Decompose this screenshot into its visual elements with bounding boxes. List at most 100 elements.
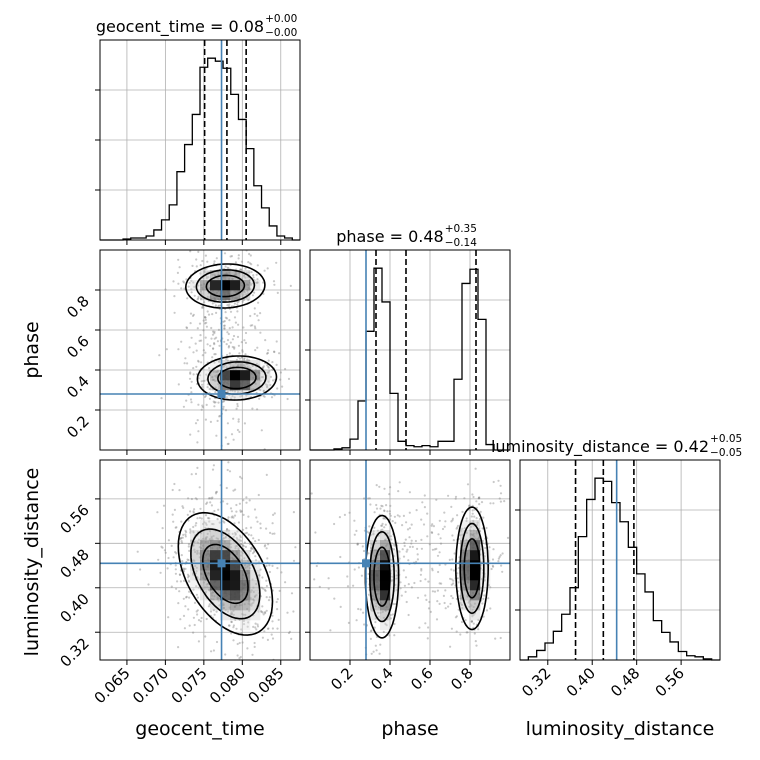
sample-point bbox=[212, 330, 215, 333]
sample-point bbox=[215, 610, 218, 613]
sample-point bbox=[262, 394, 265, 397]
sample-point bbox=[420, 547, 423, 550]
sample-point bbox=[256, 278, 259, 281]
sample-point bbox=[380, 524, 384, 527]
sample-point bbox=[192, 511, 195, 514]
sample-point bbox=[479, 672, 481, 674]
sample-point bbox=[450, 568, 453, 571]
sample-point bbox=[367, 531, 370, 534]
sample-point bbox=[430, 531, 433, 534]
sample-point bbox=[252, 274, 255, 277]
sample-point bbox=[487, 597, 490, 600]
density-cell bbox=[220, 590, 231, 601]
sample-point bbox=[206, 343, 209, 346]
density-cell bbox=[390, 590, 401, 601]
sample-point bbox=[411, 545, 414, 549]
sample-point bbox=[491, 558, 495, 561]
histogram-luminosity_distance bbox=[520, 477, 720, 661]
sample-point bbox=[214, 391, 217, 394]
sample-point bbox=[227, 346, 230, 349]
sample-point bbox=[215, 311, 218, 314]
sample-point bbox=[398, 550, 401, 553]
sample-point bbox=[204, 522, 208, 525]
sample-point bbox=[481, 527, 484, 530]
contour-0-1 bbox=[368, 530, 396, 623]
sample-point bbox=[359, 608, 362, 611]
density-cell bbox=[380, 560, 391, 571]
sample-point bbox=[302, 629, 304, 631]
density-cell bbox=[480, 550, 491, 561]
sample-point bbox=[503, 500, 506, 503]
sample-point bbox=[192, 313, 195, 316]
sample-point bbox=[189, 510, 192, 513]
sample-point bbox=[203, 379, 206, 382]
truth-marker bbox=[217, 559, 226, 568]
sample-point bbox=[238, 502, 241, 505]
sample-point bbox=[469, 521, 472, 524]
sample-point bbox=[347, 621, 350, 625]
sample-point bbox=[236, 642, 239, 646]
sample-point bbox=[226, 502, 229, 505]
sample-point bbox=[360, 574, 363, 577]
density-cell bbox=[230, 280, 241, 291]
sample-point bbox=[444, 589, 447, 592]
sample-point bbox=[254, 540, 257, 543]
sample-point bbox=[250, 546, 253, 549]
sample-point bbox=[463, 527, 466, 530]
sample-point bbox=[223, 320, 226, 323]
sample-point bbox=[252, 537, 255, 540]
sample-point bbox=[211, 356, 214, 359]
y-tick-label: 0.56 bbox=[56, 501, 92, 537]
x-tick-label: 0.48 bbox=[607, 664, 643, 700]
sample-point bbox=[241, 612, 244, 616]
sample-point bbox=[451, 517, 454, 520]
sample-point bbox=[255, 281, 258, 284]
x-tick-label: 0.070 bbox=[129, 664, 172, 707]
sample-point bbox=[372, 532, 375, 535]
sample-point bbox=[392, 602, 395, 606]
sample-point bbox=[266, 627, 270, 630]
sample-point bbox=[269, 383, 272, 387]
sample-point bbox=[459, 633, 462, 636]
sample-point bbox=[242, 513, 245, 517]
sample-point bbox=[226, 468, 229, 472]
sample-point bbox=[242, 619, 245, 623]
sample-point bbox=[182, 597, 185, 600]
sample-point bbox=[258, 662, 260, 664]
density-cell bbox=[460, 530, 471, 541]
sample-point bbox=[373, 626, 376, 629]
sample-point bbox=[253, 291, 256, 294]
density-cell bbox=[370, 550, 381, 561]
sample-point bbox=[244, 341, 247, 344]
sample-point bbox=[260, 586, 263, 589]
sample-point bbox=[259, 312, 262, 315]
sample-point bbox=[222, 400, 226, 403]
sample-point bbox=[240, 510, 243, 513]
sample-point bbox=[431, 548, 434, 551]
y-axis-label-luminosity_distance: luminosity_distance bbox=[21, 468, 43, 657]
sample-point bbox=[251, 324, 254, 327]
sample-point bbox=[436, 554, 440, 557]
sample-point bbox=[382, 630, 385, 634]
sample-point bbox=[229, 310, 233, 313]
sample-point bbox=[212, 347, 215, 350]
sample-point bbox=[198, 516, 201, 520]
x-tick-label: 0.40 bbox=[563, 664, 599, 700]
sample-point bbox=[184, 533, 187, 536]
sample-point bbox=[439, 537, 442, 540]
sample-point bbox=[206, 245, 208, 247]
sample-point bbox=[272, 280, 276, 283]
sample-point bbox=[204, 316, 207, 319]
sample-point bbox=[190, 380, 193, 383]
sample-point bbox=[256, 314, 259, 317]
sample-point bbox=[194, 342, 197, 345]
sample-point bbox=[284, 581, 287, 584]
sample-point bbox=[187, 579, 190, 582]
sample-point bbox=[174, 568, 177, 571]
sample-point bbox=[200, 517, 203, 520]
sample-point bbox=[257, 610, 260, 613]
sample-point bbox=[238, 657, 241, 660]
sample-point bbox=[236, 310, 239, 313]
sample-point bbox=[236, 654, 239, 657]
density-cell bbox=[210, 270, 221, 281]
